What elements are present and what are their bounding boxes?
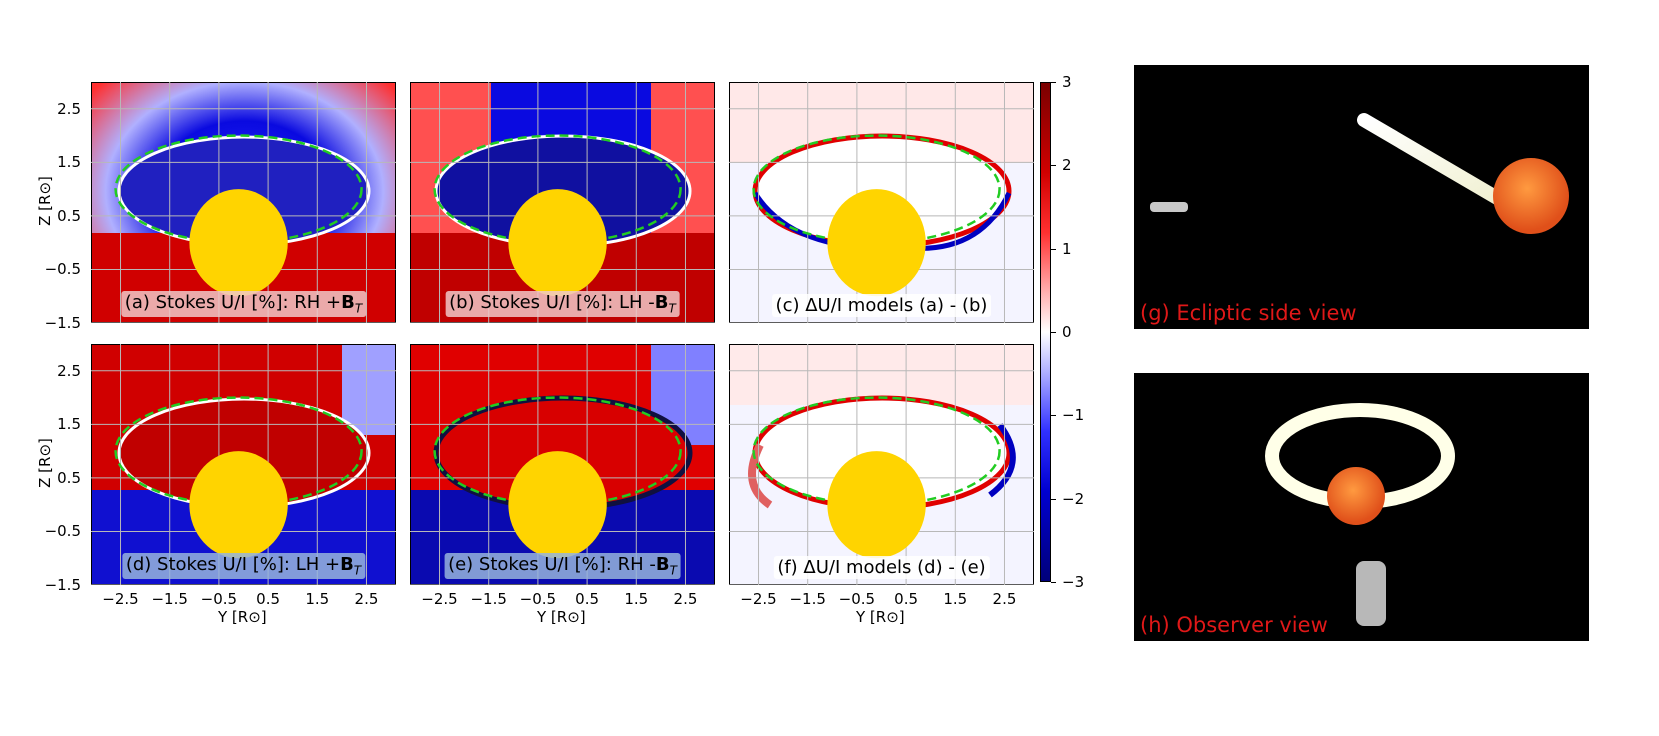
- panel-label-text: (c) ΔU/I models (a) - (b): [775, 295, 988, 316]
- y-tick-label: 1.5: [57, 415, 81, 434]
- sun-disk: [508, 451, 607, 559]
- sun-disk: [508, 189, 607, 297]
- y-tick-label: −1.5: [44, 314, 81, 332]
- x-tick-label: 1.5: [624, 590, 649, 608]
- panel-grid-c: [729, 82, 1034, 323]
- bfield-subscript: T: [668, 302, 676, 316]
- bfield-symbol: B: [341, 292, 355, 314]
- y-tick-label: 0.5: [57, 206, 81, 225]
- colorbar-tick-label: 1: [1062, 239, 1072, 258]
- colorbar-tick-label: 0: [1062, 323, 1072, 341]
- panel-label-text: (e) Stokes U/I [%]: RH -: [448, 554, 656, 576]
- colorbar-tick-label: 3: [1062, 73, 1072, 91]
- panel-label-a: (a) Stokes U/I [%]: RH +BT: [120, 291, 367, 317]
- panel-overlay-b: (b) Stokes U/I [%]: LH -BT: [410, 82, 715, 323]
- panel-label-c: (c) ΔU/I models (a) - (b): [771, 294, 992, 317]
- x-tick-label: −1.5: [151, 590, 188, 608]
- spacecraft: [1356, 561, 1386, 626]
- x-tick-label: 2.5: [354, 590, 379, 608]
- colorbar-tick-label: −2: [1062, 489, 1085, 508]
- panel-label-text: (a) Stokes U/I [%]: RH +: [124, 292, 342, 314]
- sun-disk: [189, 189, 288, 297]
- bfield-subscript: T: [354, 302, 363, 316]
- colorbar-tick-label: −1: [1062, 406, 1085, 425]
- y-axis-label-row1: Z [R⊙]: [35, 176, 54, 226]
- y-tick-label: −0.5: [44, 522, 81, 541]
- x-tick-label: −0.5: [838, 590, 876, 608]
- x-axis-label-b: Y [R⊙]: [537, 608, 586, 626]
- panel-label-b: (b) Stokes U/I [%]: LH -BT: [445, 291, 680, 317]
- x-tick-label: 0.5: [894, 590, 919, 608]
- panel-grid-b: [410, 82, 715, 323]
- x-tick-label: −1.5: [470, 590, 507, 608]
- panel-label-e: (e) Stokes U/I [%]: RH -BT: [444, 553, 681, 579]
- x-axis-label-a: Y [R⊙]: [218, 608, 267, 626]
- x-tick-label: 2.5: [992, 590, 1017, 608]
- x-tick-label: 1.5: [943, 590, 968, 608]
- bfield-subscript: T: [353, 564, 362, 578]
- sun-disk: [189, 451, 288, 559]
- x-tick-label: −1.5: [789, 590, 826, 608]
- ecliptic-scene: [1150, 113, 1569, 234]
- panel-grid-d: [91, 344, 396, 585]
- x-tick-label: −0.5: [200, 590, 238, 608]
- colorbar-tick-mark: [1051, 165, 1056, 167]
- x-tick-label: −0.5: [519, 590, 557, 608]
- panel-grid-a: [91, 82, 396, 323]
- caption-g: (g) Ecliptic side view: [1140, 301, 1357, 325]
- colorbar-tick-mark: [1051, 82, 1056, 83]
- panel-label-text: (d) Stokes U/I [%]: LH +: [125, 554, 341, 576]
- x-tick-label: 0.5: [256, 590, 281, 608]
- y-tick-label: 2.5: [57, 99, 81, 118]
- x-tick-label: 2.5: [673, 590, 698, 608]
- bfield-symbol: B: [340, 554, 354, 576]
- y-tick-label: 1.5: [57, 153, 81, 172]
- panel-label-text: (f) ΔU/I models (d) - (e): [777, 557, 986, 578]
- flux-rope: [1357, 113, 1511, 209]
- x-tick-label: 0.5: [575, 590, 600, 608]
- bfield-symbol: B: [654, 292, 669, 314]
- panel-grid-e: [410, 344, 715, 585]
- colorbar-tick-mark: [1051, 248, 1056, 250]
- caption-h: (h) Observer view: [1140, 613, 1328, 637]
- x-axis-label-c: Y [R⊙]: [856, 608, 905, 626]
- colorbar-tick-label: 2: [1062, 156, 1072, 175]
- panel-overlay-e: (e) Stokes U/I [%]: RH -BT: [410, 344, 715, 585]
- sun-disk: [827, 451, 926, 559]
- sun-sphere: [1327, 467, 1385, 525]
- x-tick-label: 1.5: [305, 590, 330, 608]
- x-tick-label: −2.5: [102, 590, 139, 608]
- colorbar-tick-label: −3: [1062, 573, 1085, 591]
- bfield-subscript: T: [669, 564, 677, 578]
- panel-grid-f: [729, 344, 1034, 585]
- colorbar-tick-mark: [1051, 498, 1056, 500]
- colorbar-tick-mark: [1051, 415, 1056, 417]
- y-tick-label: 0.5: [57, 468, 81, 487]
- x-tick-label: −2.5: [421, 590, 458, 608]
- panel-label-text: (b) Stokes U/I [%]: LH -: [449, 292, 655, 314]
- panel-overlay-f: (f) ΔU/I models (d) - (e): [729, 344, 1034, 585]
- render-observer-view: (h) Observer view: [1134, 373, 1589, 641]
- y-tick-label: −1.5: [44, 576, 81, 594]
- panel-overlay-c: (c) ΔU/I models (a) - (b): [729, 82, 1034, 323]
- colorbar-tick-mark: [1051, 582, 1056, 583]
- sun-disk: [827, 189, 926, 297]
- bfield-symbol: B: [655, 554, 670, 576]
- colorbar: [1040, 82, 1051, 582]
- x-tick-label: −2.5: [740, 590, 777, 608]
- panel-overlay-a: (a) Stokes U/I [%]: RH +BT: [91, 82, 396, 323]
- panel-overlay-d: (d) Stokes U/I [%]: LH +BT: [91, 344, 396, 585]
- y-tick-label: 2.5: [57, 361, 81, 380]
- panel-label-f: (f) ΔU/I models (d) - (e): [773, 556, 990, 579]
- y-tick-label: −0.5: [44, 260, 81, 279]
- y-axis-label-row2: Z [R⊙]: [35, 438, 54, 488]
- spacecraft: [1150, 202, 1188, 212]
- observer-scene: [1265, 403, 1455, 626]
- sun-sphere: [1493, 158, 1569, 234]
- colorbar-tick-mark: [1051, 332, 1056, 333]
- panel-label-d: (d) Stokes U/I [%]: LH +BT: [121, 553, 366, 579]
- render-ecliptic-side-view: (g) Ecliptic side view: [1134, 65, 1589, 329]
